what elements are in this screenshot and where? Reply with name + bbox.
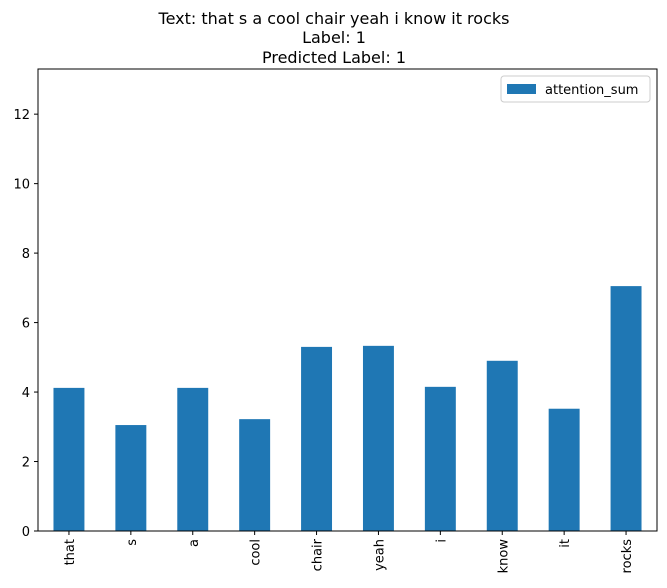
y-tick-label: 2 [22,456,30,471]
x-tick-label-cool: cool [249,539,264,566]
y-tick-label: 4 [22,386,30,401]
y-tick-label: 0 [22,525,30,540]
chart-title: Text: that s a cool chair yeah i know it… [158,9,510,67]
bar-rocks [610,286,642,531]
title-line-1: Text: that s a cool chair yeah i know it… [158,9,510,28]
x-tick-label-chair: chair [311,538,326,571]
plot-frame [37,68,658,532]
bar-s [115,425,147,531]
bars-group [53,286,642,531]
title-line-3: Predicted Label: 1 [262,48,406,67]
x-tick-label-know: know [496,539,511,574]
bar-yeah [362,345,394,531]
x-tick-label-i: i [434,539,449,543]
bar-know [486,360,518,531]
x-axis: that s a cool chair yeah i know it rocks [63,531,635,573]
title-line-2: Label: 1 [302,28,366,47]
bar-it [548,408,580,531]
y-tick-label: 12 [13,108,30,123]
x-tick-label-s: s [125,539,140,546]
bar-cool [239,419,271,531]
bar-i [424,386,456,531]
bar-a [177,387,209,531]
legend-label: attention_sum [545,83,638,98]
y-tick-label: 6 [22,317,30,332]
y-axis: 0 2 4 6 8 10 12 [13,108,38,540]
legend-box [500,75,651,103]
x-tick-label-it: it [558,539,573,548]
x-tick-label-a: a [187,539,202,547]
x-tick-label-that: that [63,539,78,565]
y-tick-label: 8 [22,247,30,262]
bar-that [53,387,85,531]
x-tick-label-yeah: yeah [372,539,387,571]
legend-swatch [507,84,536,94]
legend: attention_sum [500,75,651,103]
y-tick-label: 10 [13,178,30,193]
x-tick-label-rocks: rocks [620,539,635,574]
bar-chair [301,346,333,531]
